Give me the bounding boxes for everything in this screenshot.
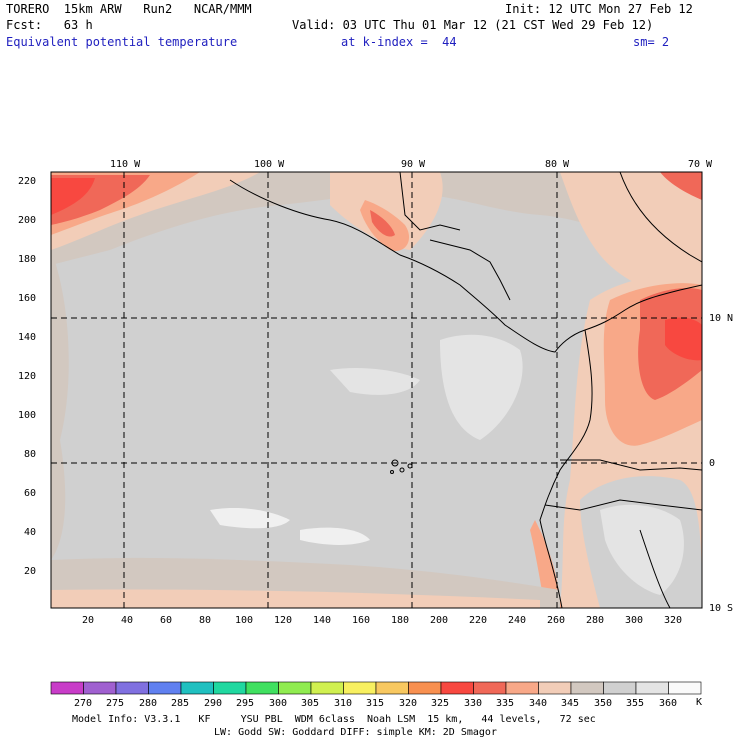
colorbar-label: 305 xyxy=(301,698,320,709)
colorbar-label: 360 xyxy=(659,698,678,709)
forecast-hour: Fcst: 63 h xyxy=(6,18,93,32)
colorbar-label: 340 xyxy=(529,698,548,709)
colorbar-swatch xyxy=(180,681,214,695)
y-tick: 220 xyxy=(18,176,37,187)
colorbar-label: 335 xyxy=(496,698,515,709)
init-time: Init: 12 UTC Mon 27 Feb 12 xyxy=(505,2,693,16)
colorbar-label: 285 xyxy=(171,698,190,709)
coastlines xyxy=(229,172,702,608)
y-tick: 140 xyxy=(18,332,37,343)
theta-e-field xyxy=(51,172,702,608)
valid-time: Valid: 03 UTC Thu 01 Mar 12 (21 CST Wed … xyxy=(292,18,654,32)
physics-info: LW: Godd SW: Goddard DIFF: simple KM: 2D… xyxy=(214,727,497,738)
colorbar-label: 345 xyxy=(561,698,580,709)
y-tick: 80 xyxy=(24,449,37,460)
plot-frame xyxy=(50,171,703,609)
x-tick: 320 xyxy=(664,615,683,626)
colorbar-swatch xyxy=(473,681,507,695)
y-tick: 120 xyxy=(18,371,37,382)
colorbar xyxy=(50,681,702,695)
colorbar-label: 275 xyxy=(106,698,125,709)
lon-label-100w: 100 W xyxy=(254,159,285,170)
x-tick: 280 xyxy=(586,615,605,626)
colorbar-swatch xyxy=(245,681,279,695)
colorbar-label: 295 xyxy=(236,698,255,709)
colorbar-swatch xyxy=(115,681,149,695)
k-index-label: at k-index = 44 xyxy=(341,35,457,49)
y-tick: 200 xyxy=(18,215,37,226)
colorbar-swatch xyxy=(50,681,84,695)
colorbar-label: 320 xyxy=(399,698,418,709)
y-tick: 20 xyxy=(24,566,37,577)
colorbar-swatch xyxy=(343,681,377,695)
y-tick: 180 xyxy=(18,254,37,265)
colorbar-swatch xyxy=(570,681,604,695)
colorbar-label: 330 xyxy=(464,698,483,709)
colorbar-swatch xyxy=(440,681,474,695)
colorbar-swatch xyxy=(603,681,637,695)
field-name: Equivalent potential temperature xyxy=(6,35,238,49)
colorbar-swatch xyxy=(278,681,312,695)
x-tick: 80 xyxy=(199,615,212,626)
colorbar-label: 300 xyxy=(269,698,288,709)
colorbar-swatch xyxy=(505,681,539,695)
colorbar-unit: K xyxy=(696,697,703,708)
colorbar-swatch xyxy=(375,681,409,695)
colorbar-label: 270 xyxy=(74,698,93,709)
colorbar-label: 310 xyxy=(334,698,353,709)
x-tick: 200 xyxy=(430,615,449,626)
x-tick: 20 xyxy=(82,615,95,626)
latlon-grid xyxy=(51,172,702,608)
model-info: Model Info: V3.3.1 KF YSU PBL WDM 6class… xyxy=(72,714,596,725)
lon-label-80w: 80 W xyxy=(545,159,570,170)
colorbar-swatch xyxy=(668,681,702,695)
x-tick: 60 xyxy=(160,615,173,626)
x-tick: 140 xyxy=(313,615,332,626)
y-tick: 60 xyxy=(24,488,37,499)
lat-label-10n: 10 N xyxy=(709,313,734,324)
colorbar-swatch xyxy=(408,681,442,695)
x-tick: 180 xyxy=(391,615,410,626)
y-tick: 40 xyxy=(24,527,37,538)
colorbar-swatch xyxy=(538,681,572,695)
colorbar-swatch xyxy=(635,681,669,695)
lat-label-0: 0 xyxy=(709,458,716,469)
colorbar-label: 290 xyxy=(204,698,223,709)
x-tick: 220 xyxy=(469,615,488,626)
lon-label-90w: 90 W xyxy=(401,159,426,170)
lon-label-70w: 70 W xyxy=(688,159,713,170)
colorbar-label: 280 xyxy=(139,698,158,709)
colorbar-label: 315 xyxy=(366,698,385,709)
colorbar-label: 325 xyxy=(431,698,450,709)
smoothing-label: sm= 2 xyxy=(633,35,670,49)
x-tick: 260 xyxy=(547,615,566,626)
colorbar-swatch xyxy=(310,681,344,695)
x-tick: 300 xyxy=(625,615,644,626)
x-tick: 240 xyxy=(508,615,527,626)
colorbar-swatch xyxy=(148,681,182,695)
x-tick: 40 xyxy=(121,615,134,626)
y-tick: 100 xyxy=(18,410,37,421)
y-tick: 160 xyxy=(18,293,37,304)
x-tick: 120 xyxy=(274,615,293,626)
lat-label-10s: 10 S xyxy=(709,603,734,614)
colorbar-label: 350 xyxy=(594,698,613,709)
colorbar-swatch xyxy=(213,681,247,695)
lon-label-110w: 110 W xyxy=(110,159,141,170)
colorbar-swatch xyxy=(83,681,117,695)
x-tick: 160 xyxy=(352,615,371,626)
x-tick: 100 xyxy=(235,615,254,626)
run-title: TORERO 15km ARW Run2 NCAR/MMM xyxy=(6,2,252,16)
colorbar-label: 355 xyxy=(626,698,645,709)
